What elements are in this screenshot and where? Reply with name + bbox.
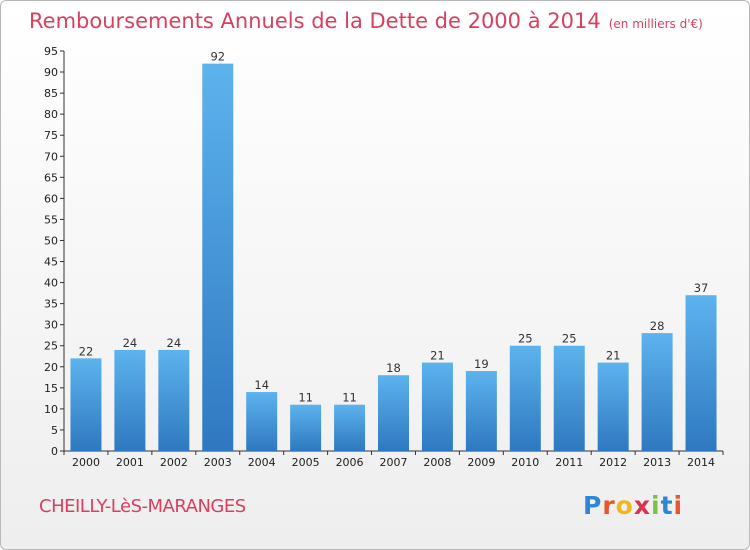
- bars: [70, 63, 717, 451]
- logo-letter: t: [660, 491, 674, 520]
- bar: [290, 404, 322, 451]
- data-label: 24: [123, 336, 138, 350]
- y-tick-label: 60: [44, 192, 58, 205]
- bar: [597, 362, 629, 451]
- logo-letter: i: [673, 491, 684, 520]
- logo-letter: o: [615, 491, 634, 520]
- data-label: 18: [386, 361, 401, 375]
- bar: [421, 362, 453, 451]
- y-axis: 0 5 10 15 20 25 30 35 40 45 50 55 60 65 70 75 80 85 90 95: [44, 45, 65, 458]
- x-tick-label: 2009: [467, 456, 495, 469]
- x-tick-label: 2003: [204, 456, 232, 469]
- x-tick-label: 2010: [511, 456, 539, 469]
- y-tick-label: 20: [44, 361, 58, 374]
- bar: [641, 333, 673, 451]
- x-tick-label: 2000: [72, 456, 100, 469]
- y-tick-label: 80: [44, 108, 58, 121]
- chart-title-text: Remboursements Annuels de la Dette de 20…: [29, 9, 601, 33]
- bar: [202, 63, 234, 451]
- bar: [246, 392, 278, 451]
- bar: [70, 358, 102, 451]
- data-label: 92: [210, 50, 225, 64]
- x-tick-label: 2005: [292, 456, 320, 469]
- bar: [334, 404, 366, 451]
- y-tick-label: 10: [44, 403, 58, 416]
- y-tick-label: 0: [51, 445, 58, 458]
- y-tick-label: 85: [44, 87, 58, 100]
- bar: [158, 349, 190, 451]
- y-tick-label: 65: [44, 171, 58, 184]
- bar: [553, 345, 585, 451]
- bar: [465, 371, 497, 451]
- data-label: 19: [474, 357, 489, 371]
- y-tick-label: 95: [44, 45, 58, 58]
- bar: [509, 345, 541, 451]
- y-tick-label: 25: [44, 340, 58, 353]
- chart-title: Remboursements Annuels de la Dette de 20…: [29, 9, 703, 33]
- x-tick-label: 2008: [423, 456, 451, 469]
- y-tick-label: 35: [44, 298, 58, 311]
- logo-letter: x: [633, 491, 651, 520]
- bar: [378, 375, 409, 451]
- data-label: 24: [167, 336, 182, 350]
- commune-name: CHEILLY-LèS-MARANGES: [39, 496, 246, 517]
- x-tick-label: 2011: [555, 456, 583, 469]
- data-label: 21: [430, 349, 445, 363]
- x-tick-label: 2002: [160, 456, 188, 469]
- y-tick-label: 15: [44, 382, 58, 395]
- x-tick-label: 2004: [248, 456, 276, 469]
- y-tick-label: 70: [44, 150, 58, 163]
- data-label: 14: [254, 378, 269, 392]
- chart-unit: (en milliers d'€): [608, 17, 703, 31]
- x-tick-label: 2001: [116, 456, 144, 469]
- x-tick-label: 2014: [687, 456, 715, 469]
- bar: [114, 349, 146, 451]
- data-label: 21: [606, 349, 621, 363]
- bar: [685, 295, 717, 451]
- data-label: 11: [298, 391, 313, 405]
- data-label: 25: [562, 332, 577, 346]
- logo-letter: r: [602, 491, 616, 520]
- data-label: 11: [342, 391, 357, 405]
- y-tick-label: 75: [44, 129, 58, 142]
- data-label: 22: [79, 344, 94, 358]
- logo-letter: P: [583, 491, 603, 520]
- x-axis: 2000 2001 2002 2003 2004 2005 2006 2007 2008 2009…: [63, 450, 724, 469]
- logo-letter: i: [651, 491, 661, 520]
- value-labels: 22 24 24 92 14 11 11 18 21 19 25 25 21 28 37: [79, 50, 709, 405]
- y-tick-label: 55: [44, 213, 58, 226]
- y-tick-label: 45: [44, 256, 58, 269]
- x-tick-label: 2012: [599, 456, 627, 469]
- y-tick-label: 40: [44, 277, 58, 290]
- x-tick-label: 2006: [336, 456, 364, 469]
- data-label: 25: [518, 332, 533, 346]
- data-label: 28: [650, 319, 665, 333]
- proxiti-logo: Proxiti: [583, 491, 683, 520]
- x-tick-label: 2013: [643, 456, 671, 469]
- y-tick-label: 30: [44, 319, 58, 332]
- x-tick-label: 2007: [380, 456, 408, 469]
- y-tick-label: 50: [44, 234, 58, 247]
- y-tick-label: 90: [44, 66, 58, 79]
- data-label: 37: [694, 281, 709, 295]
- y-tick-label: 5: [51, 424, 58, 437]
